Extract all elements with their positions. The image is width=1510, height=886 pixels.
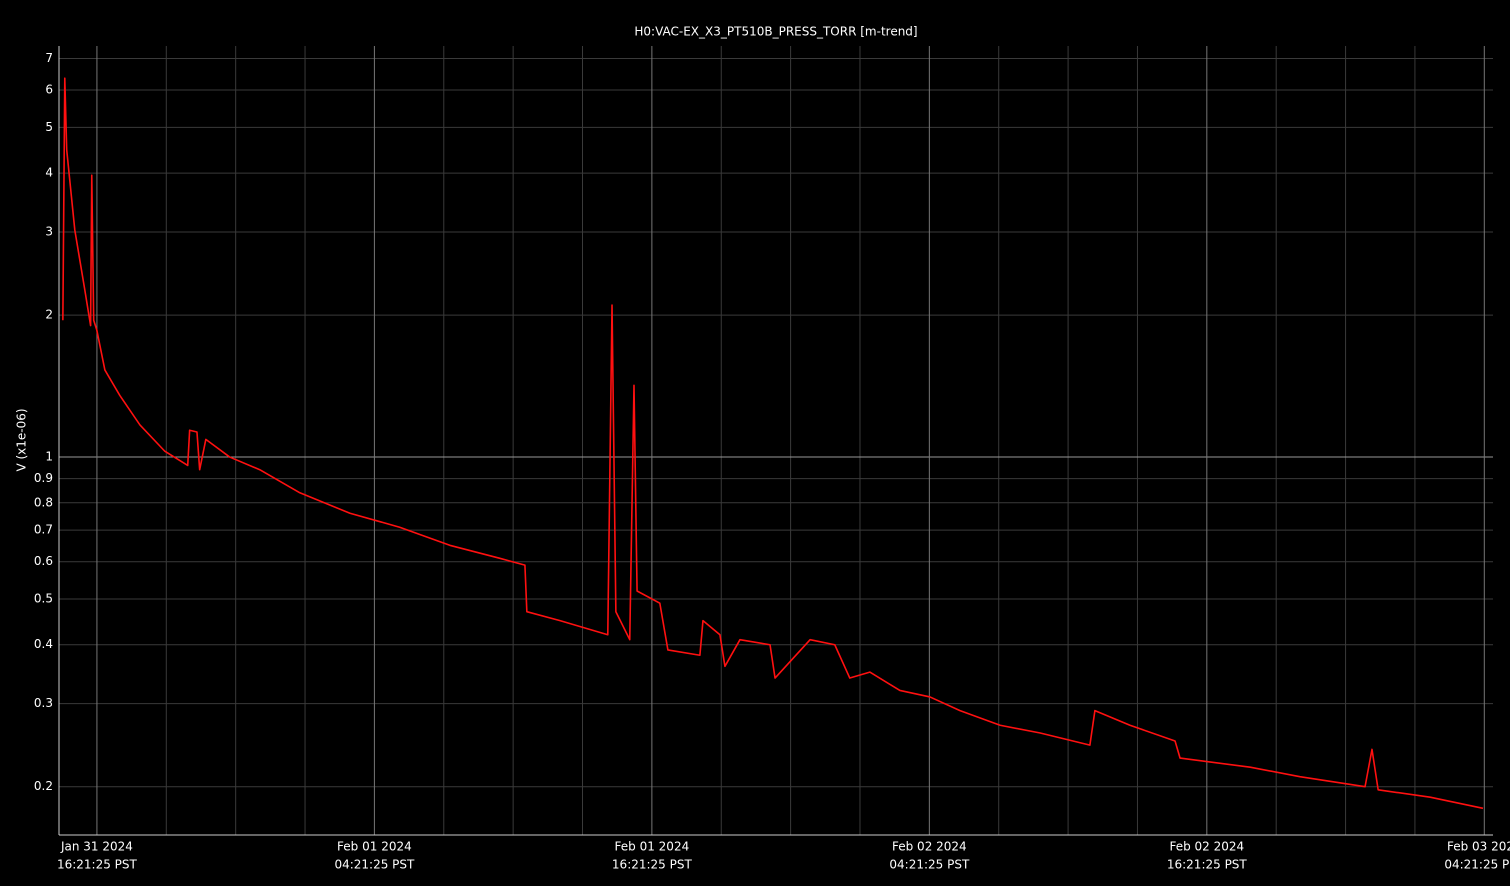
y-tick-label: 0.4 — [34, 637, 53, 651]
y-tick-label: 6 — [45, 83, 53, 97]
y-tick-label: 2 — [45, 308, 53, 322]
x-tick-label: Feb 02 2024 — [892, 840, 967, 854]
x-tick-label: Feb 01 2024 — [337, 840, 412, 854]
x-tick-label: Jan 31 2024 — [60, 840, 133, 854]
y-tick-label: 0.8 — [34, 495, 53, 509]
y-tick-label: 7 — [45, 51, 53, 65]
x-tick-label: 16:21:25 PST — [1167, 858, 1248, 872]
x-tick-label: 16:21:25 PST — [612, 858, 693, 872]
x-tick-label: 04:21:25 PST — [889, 858, 970, 872]
y-tick-label: 4 — [45, 166, 53, 180]
y-tick-label: 0.6 — [34, 554, 53, 568]
x-tick-label: Feb 02 2024 — [1169, 840, 1244, 854]
x-tick-label: 04:21:25 PST — [334, 858, 415, 872]
x-tick-label: Feb 03 2024 — [1447, 840, 1510, 854]
chart-title: H0:VAC-EX_X3_PT510B_PRESS_TORR [m-trend] — [634, 25, 917, 39]
data-line — [62, 77, 1484, 810]
y-tick-label: 3 — [45, 225, 53, 239]
y-tick-label: 0.5 — [34, 592, 53, 606]
x-tick-label: Feb 01 2024 — [615, 840, 690, 854]
y-tick-label: 0.3 — [34, 696, 53, 710]
y-tick-label: 5 — [45, 120, 53, 134]
y-axis-label: V (x1e-06) — [15, 408, 29, 471]
x-tick-label: 04:21:25 PST — [1444, 858, 1510, 872]
x-tick-label: 16:21:25 PST — [57, 858, 138, 872]
y-tick-label: 0.7 — [34, 523, 53, 537]
y-tick-label: 1 — [45, 450, 53, 464]
y-tick-label: 0.9 — [34, 471, 53, 485]
y-tick-label: 0.2 — [34, 779, 53, 793]
